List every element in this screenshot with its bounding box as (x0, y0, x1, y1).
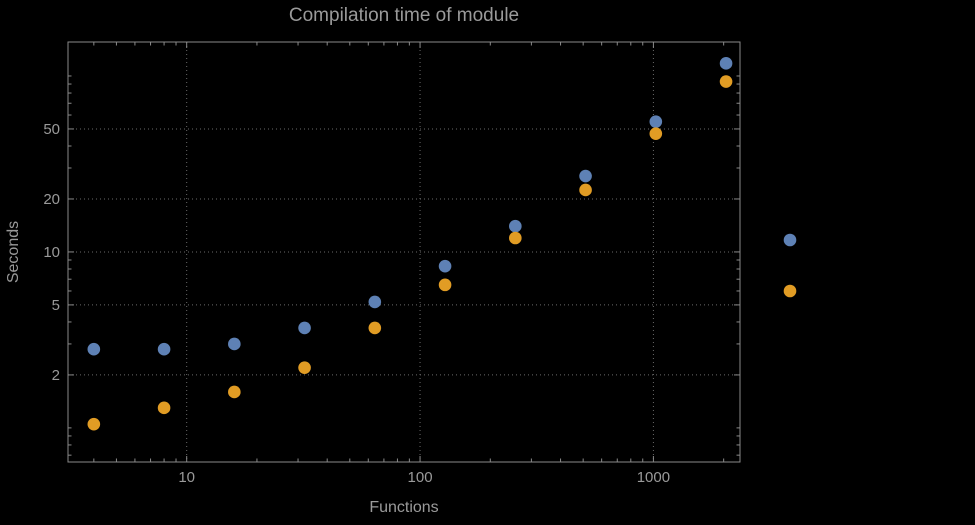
legend-marker (783, 233, 797, 247)
x-axis-label: Functions (369, 499, 439, 516)
data-point-blue (87, 342, 101, 356)
x-tick-label: 10 (178, 469, 195, 486)
data-point-orange (649, 127, 663, 140)
chart-title: Compilation time of module (288, 5, 520, 26)
data-point-orange (438, 278, 452, 292)
y-tick-label: 2 (52, 367, 60, 384)
data-point-blue (368, 295, 382, 309)
x-tick-label: 100 (408, 469, 433, 486)
data-point-orange (368, 321, 382, 335)
y-tick-label: 5 (52, 297, 60, 314)
data-point-orange (579, 183, 592, 197)
data-point-blue (228, 337, 241, 351)
data-point-blue (719, 57, 733, 70)
x-tick-label: 1000 (637, 469, 670, 486)
data-point-orange (157, 401, 171, 415)
data-point-blue (509, 219, 522, 233)
data-point-orange (298, 361, 311, 374)
data-point-orange (87, 417, 101, 431)
data-point-blue (438, 259, 452, 273)
legend-marker (783, 284, 797, 298)
data-point-blue (157, 342, 171, 356)
data-point-blue (298, 321, 311, 335)
y-tick-label: 20 (43, 191, 60, 208)
y-tick-label: 10 (43, 244, 60, 261)
data-point-orange (228, 385, 241, 399)
data-point-orange (509, 231, 522, 245)
data-point-blue (649, 115, 663, 128)
data-point-blue (579, 169, 592, 183)
y-tick-label: 50 (43, 121, 60, 138)
data-point-orange (719, 75, 733, 88)
